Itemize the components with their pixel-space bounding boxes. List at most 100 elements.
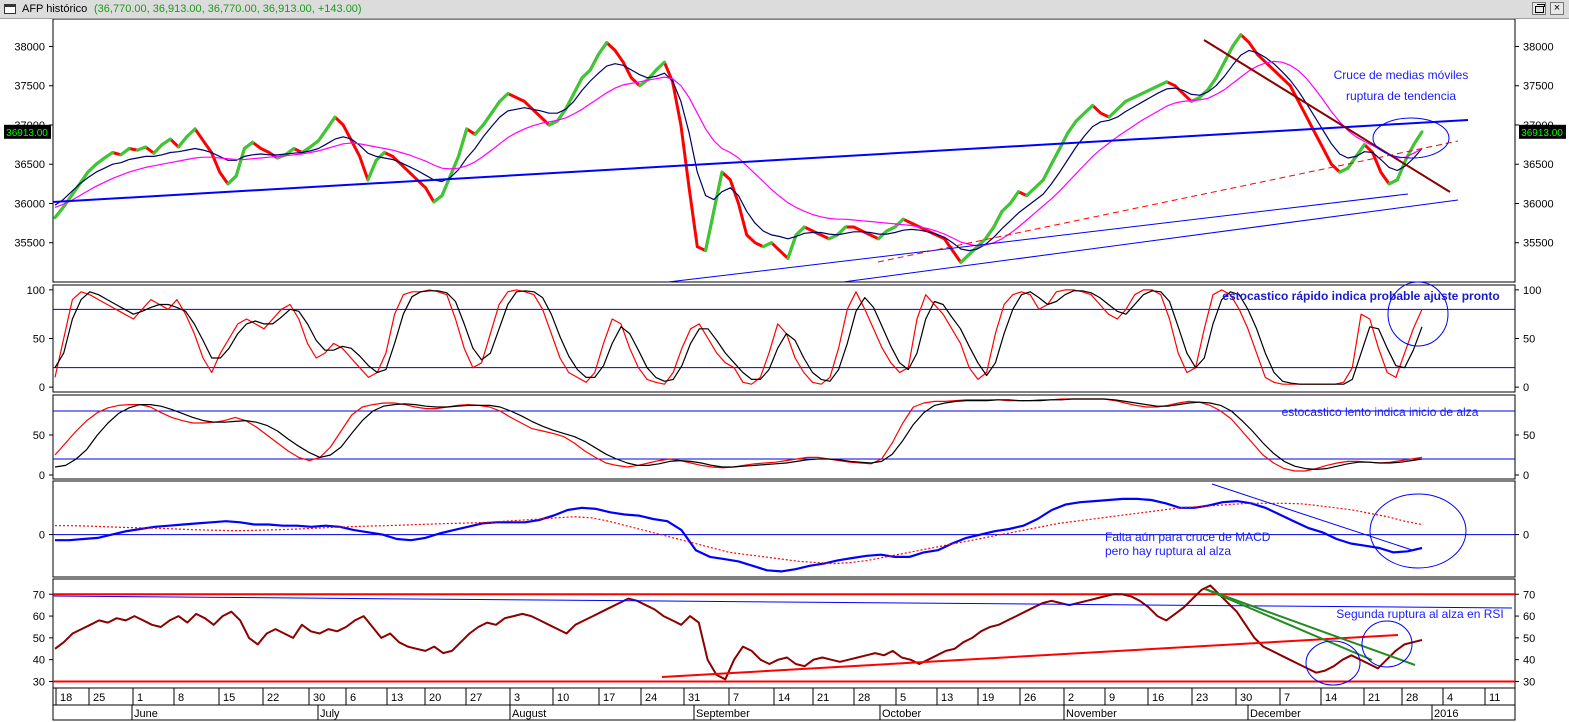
month-label: June (134, 708, 158, 720)
day-label: 22 (267, 692, 279, 704)
day-label: 5 (900, 692, 906, 704)
series-price-close (53, 33, 1424, 264)
up-segment (564, 92, 576, 111)
day-label: 26 (1024, 692, 1036, 704)
up-segment (572, 76, 584, 96)
up-segment (704, 209, 716, 253)
up-segment (300, 145, 312, 154)
series-rsi-rsi (54, 584, 1423, 681)
up-segment (547, 119, 559, 127)
window-title: AFP histórico (22, 3, 88, 15)
rsi-circle-1 (1305, 640, 1361, 686)
up-segment (226, 174, 238, 186)
y-tick-label-right: 0 (1523, 530, 1529, 542)
up-segment (448, 154, 461, 178)
up-segment (94, 156, 106, 166)
up-segment (185, 127, 197, 139)
up-segment (1214, 60, 1226, 80)
day-label: 4 (1447, 692, 1453, 704)
rsi-annotation: Segunda ruptura al alza en RSI (1336, 607, 1503, 621)
rsi-circle-2 (1361, 620, 1413, 668)
window-menu-icon[interactable] (4, 4, 16, 14)
close-button[interactable]: × (1550, 2, 1564, 15)
y-tick-label-right: 36500 (1523, 159, 1554, 171)
day-label: 8 (178, 692, 184, 704)
y-tick-label-left: 0 (39, 382, 45, 394)
day-label: 30 (1240, 692, 1252, 704)
up-segment (78, 170, 90, 186)
up-segment (893, 217, 905, 229)
up-segment (1140, 88, 1152, 96)
day-label: 1 (137, 692, 143, 704)
month-label: August (512, 708, 546, 720)
y-tick-label-right: 36000 (1523, 198, 1554, 210)
up-segment (827, 233, 839, 241)
y-tick-label-left: 60 (33, 611, 45, 623)
stock-chart: 3550035500360003600036500365003700037000… (4, 19, 1566, 721)
up-segment (242, 140, 255, 151)
up-segment (1354, 143, 1366, 158)
day-label: 24 (645, 692, 657, 704)
up-segment (1041, 162, 1053, 182)
restore-button[interactable] (1532, 2, 1546, 15)
up-segment (317, 127, 329, 143)
up-segment (498, 92, 510, 103)
macd-trendline (1211, 483, 1413, 551)
last-price-label-left: 36913.00 (6, 128, 48, 139)
up-segment (473, 123, 485, 136)
panel-frame (52, 578, 1516, 689)
day-label: 14 (1325, 692, 1337, 704)
month-label: July (320, 708, 340, 720)
macd-annotation-1: Falta aún para cruce de MACD (1105, 530, 1271, 544)
day-label: 17 (603, 692, 615, 704)
x-axis-frame (52, 687, 1516, 721)
day-label: 2 (1068, 692, 1074, 704)
up-segment (1412, 130, 1424, 147)
last-price-tag: 36913.00 36913.00 (4, 124, 1566, 139)
up-segment (761, 241, 773, 249)
day-label: 18 (60, 692, 72, 704)
up-segment (1115, 99, 1128, 111)
y-tick-label-left: 36500 (14, 159, 45, 171)
rsi-green-trendline-2 (1204, 588, 1416, 666)
day-label: 21 (817, 692, 829, 704)
slow-stoch-annotation: estocastico lento indica inicio de alza (1282, 405, 1479, 419)
up-segment (1025, 186, 1037, 198)
y-tick-label-left: 0 (39, 530, 45, 542)
series-slow_stochastic-k (54, 398, 1423, 472)
up-segment (1000, 201, 1012, 213)
day-label: 27 (470, 692, 482, 704)
month-label: 2016 (1434, 708, 1458, 720)
ohlc-values: (36,770.00, 36,913.00, 36,770.00, 36,913… (94, 3, 362, 15)
up-segment (1132, 92, 1144, 100)
y-tick-label-left: 35500 (14, 238, 45, 250)
y-tick-label-left: 38000 (14, 41, 45, 53)
price-annotation-2: ruptura de tendencia (1346, 89, 1456, 103)
up-segment (432, 194, 444, 204)
up-segment (835, 225, 848, 237)
up-segment (374, 150, 386, 162)
rsi-upper-trendline (52, 595, 1513, 609)
lower-trendline-2 (842, 199, 1459, 283)
y-tick-label-right: 60 (1523, 611, 1535, 623)
window-titlebar: AFP histórico (36,770.00, 36,913.00, 36,… (0, 0, 1569, 19)
up-segment (489, 99, 502, 115)
day-label: 14 (778, 692, 790, 704)
up-segment (580, 68, 592, 80)
series-fast_stochastic-d (54, 290, 1423, 385)
y-tick-label-right: 35500 (1523, 238, 1554, 250)
month-label: September (696, 708, 750, 720)
resistance-trendline (1203, 39, 1451, 193)
up-segment (1082, 103, 1095, 115)
up-segment (325, 115, 337, 131)
month-label: December (1250, 708, 1301, 720)
up-segment (992, 209, 1004, 229)
up-segment (102, 150, 115, 160)
up-segment (160, 137, 172, 147)
panel-frame (52, 394, 1516, 480)
y-tick-label-right: 0 (1523, 382, 1529, 394)
day-label: 30 (313, 692, 325, 704)
up-segment (555, 107, 568, 123)
day-label: 16 (1152, 692, 1164, 704)
